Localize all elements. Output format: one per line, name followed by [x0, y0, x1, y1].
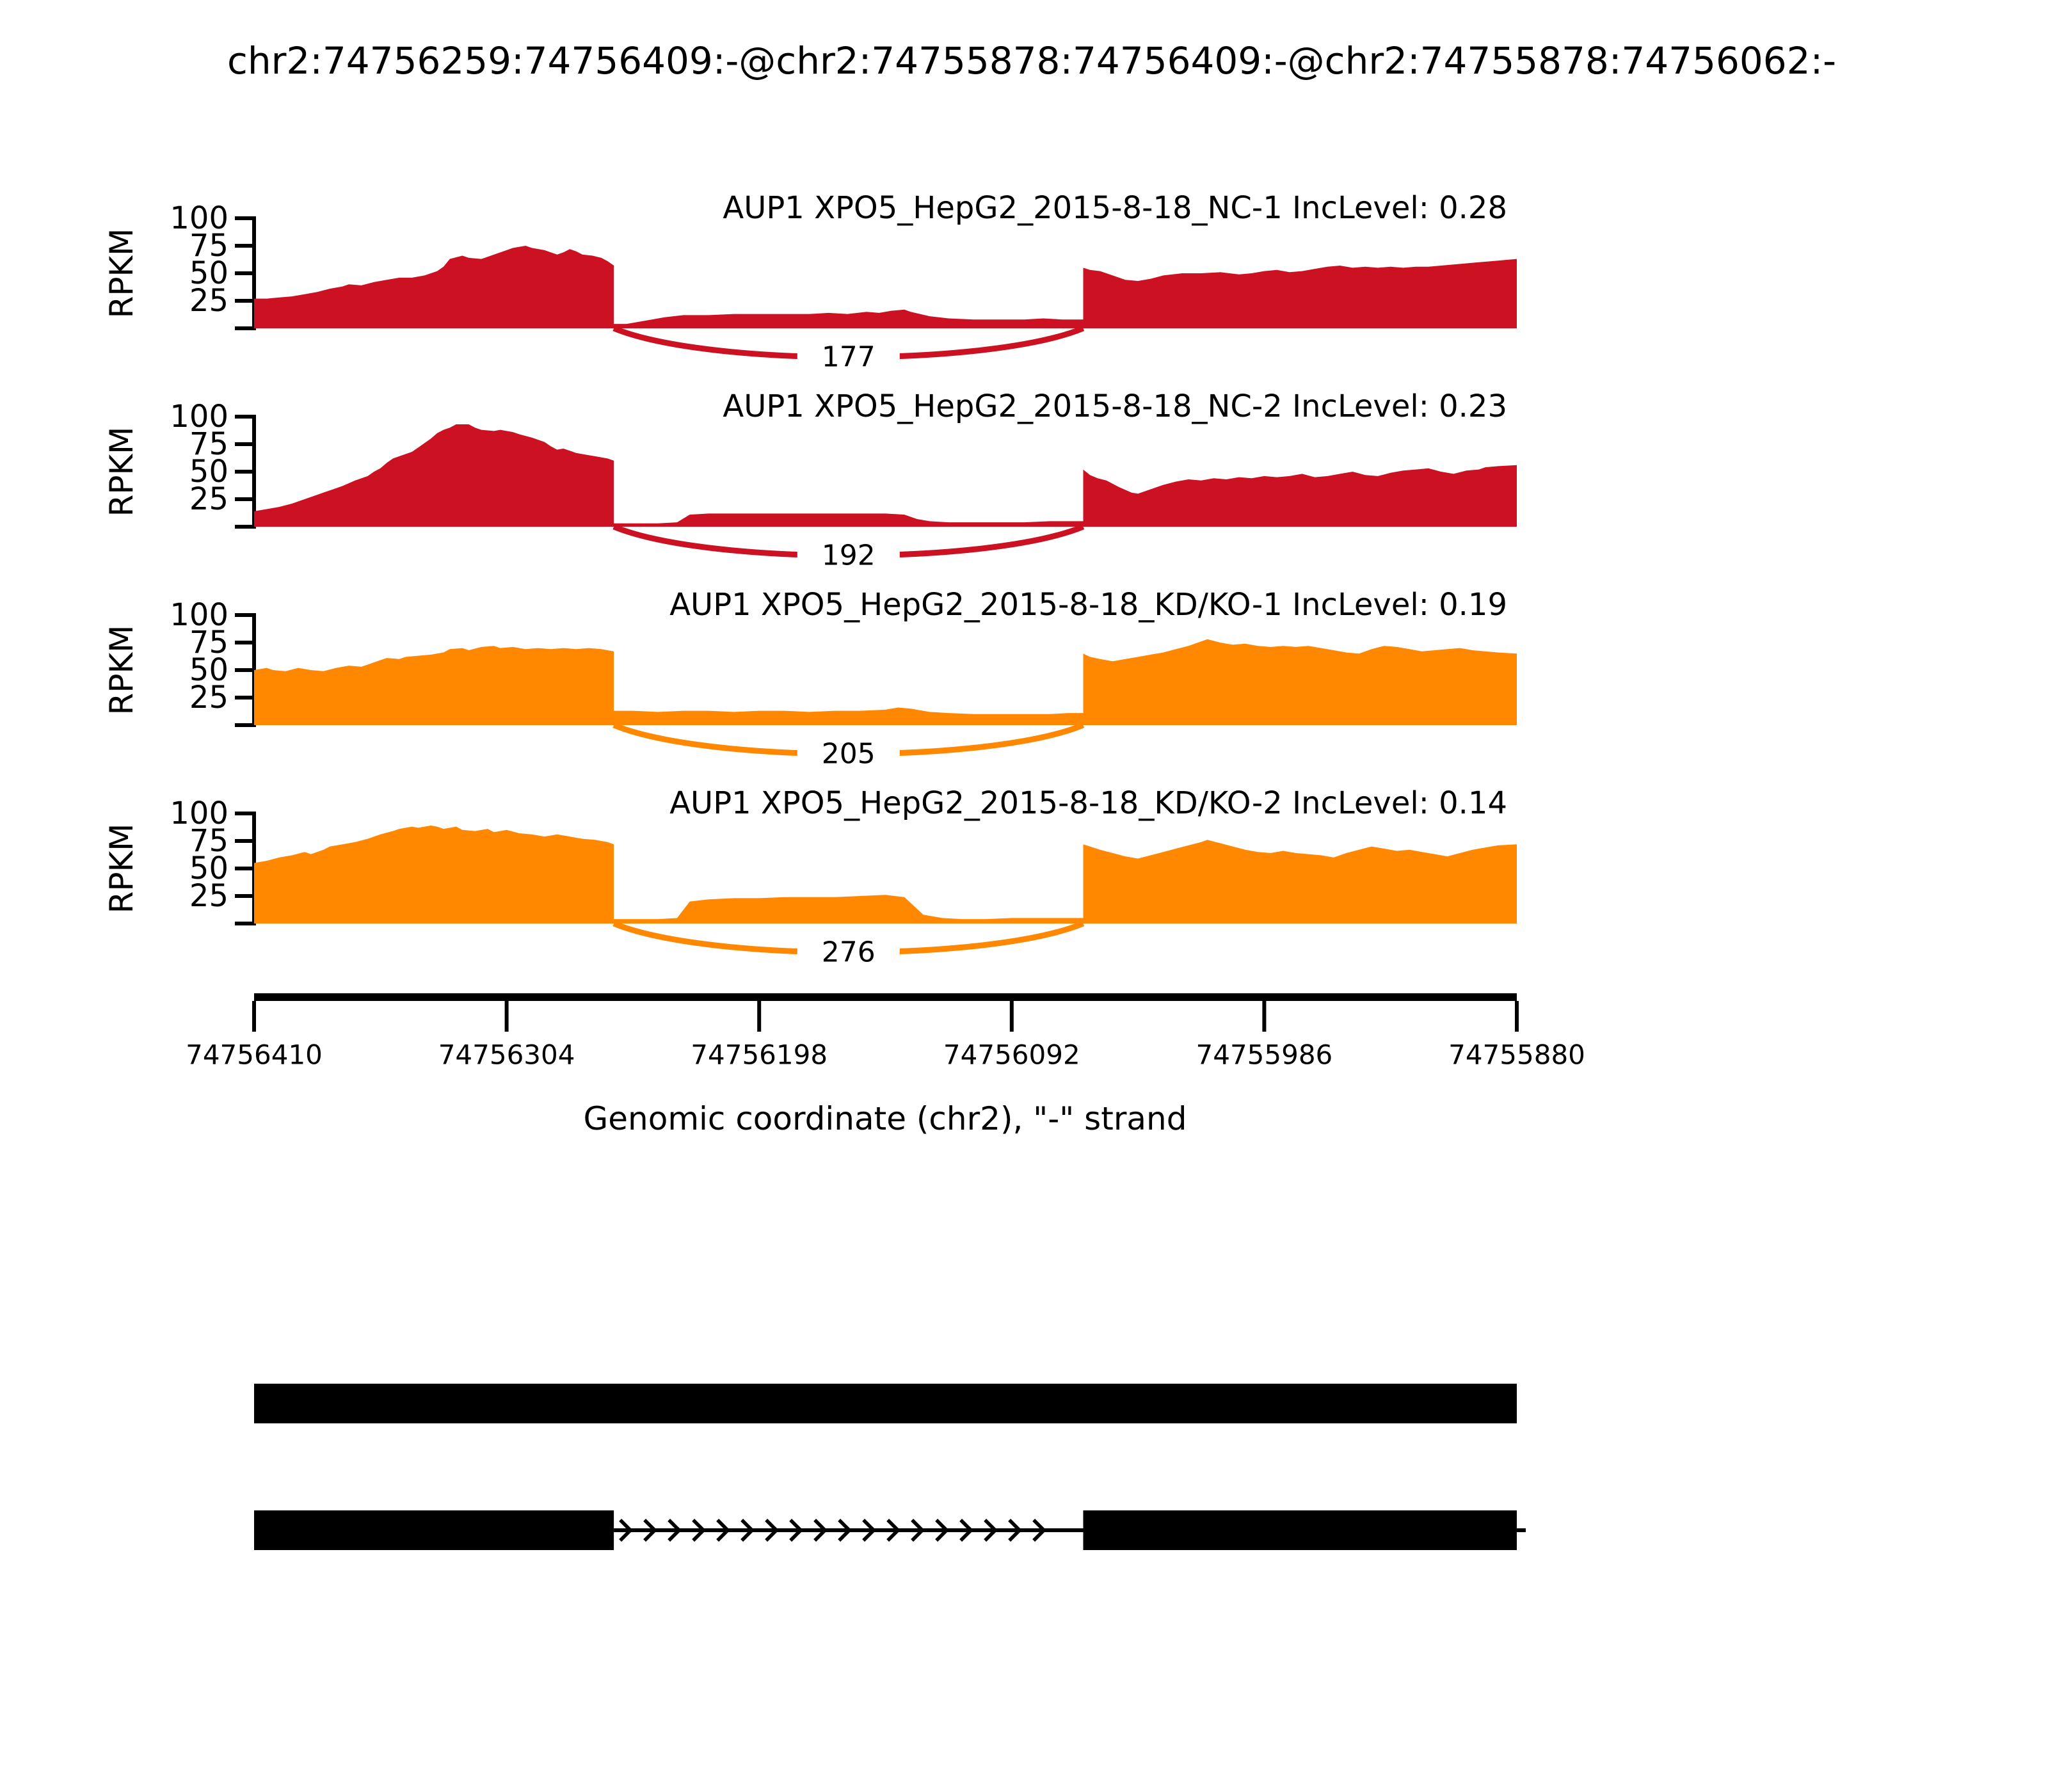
strand-direction-arrow-icon — [789, 1519, 804, 1542]
y-tick-label: 75 — [189, 228, 228, 264]
x-axis-title: Genomic coordinate (chr2), "-" strand — [584, 1100, 1187, 1137]
strand-direction-arrow-icon — [886, 1519, 901, 1542]
y-tick-label: 75 — [189, 823, 228, 859]
y-tick-label: 100 — [170, 200, 228, 236]
coverage-area — [254, 825, 1517, 924]
track-label: AUP1 XPO5_HepG2_2015-8-18_KD/KO-1 IncLev… — [669, 587, 1507, 623]
figure-title: chr2:74756259:74756409:-@chr2:74755878:7… — [227, 39, 1836, 83]
track-label: AUP1 XPO5_HepG2_2015-8-18_KD/KO-2 IncLev… — [669, 785, 1507, 821]
y-tick-label: 100 — [170, 796, 228, 831]
y-tick-label: 75 — [189, 426, 228, 462]
strand-direction-arrow-icon — [984, 1519, 998, 1542]
coverage-area — [254, 424, 1517, 527]
y-axis-label: RPKM — [103, 824, 140, 914]
y-tick-label: 25 — [189, 283, 228, 319]
y-tick-label: 100 — [170, 597, 228, 633]
y-tick-label: 50 — [189, 255, 228, 291]
junction-read-count: 177 — [822, 341, 876, 374]
y-tick-label: 50 — [189, 851, 228, 886]
strand-direction-arrow-icon — [813, 1519, 828, 1542]
junction-count-background — [797, 539, 900, 572]
strand-direction-arrow-icon — [619, 1519, 634, 1542]
track-label: AUP1 XPO5_HepG2_2015-8-18_NC-1 IncLevel:… — [723, 190, 1507, 226]
track-label: AUP1 XPO5_HepG2_2015-8-18_NC-2 IncLevel:… — [723, 388, 1507, 424]
strand-direction-arrow-icon — [1008, 1519, 1023, 1542]
junction-read-count: 205 — [822, 738, 876, 771]
junction-read-count: 276 — [822, 936, 876, 969]
junction-read-count: 192 — [822, 540, 876, 572]
strand-direction-arrow-icon — [716, 1519, 731, 1542]
y-tick-label: 50 — [189, 652, 228, 688]
y-tick-label: 25 — [189, 680, 228, 716]
x-tick-label: 74755880 — [1448, 1039, 1585, 1071]
y-tick-label: 100 — [170, 399, 228, 435]
y-axis-label: RPKM — [103, 625, 140, 716]
isoform-exon — [254, 1384, 1517, 1423]
y-tick-label: 25 — [189, 481, 228, 517]
isoform-exon — [254, 1510, 614, 1550]
strand-direction-arrow-icon — [692, 1519, 707, 1542]
x-tick-label: 74756198 — [691, 1039, 828, 1071]
coverage-area — [254, 639, 1517, 725]
isoform-1 — [254, 1384, 1517, 1423]
y-tick-label: 50 — [189, 454, 228, 490]
x-tick-label: 74755986 — [1196, 1039, 1333, 1071]
y-tick-label: 25 — [189, 878, 228, 914]
coverage-area — [254, 246, 1517, 328]
y-axis-label: RPKM — [103, 427, 140, 517]
x-tick-label: 74756304 — [438, 1039, 575, 1071]
strand-direction-arrow-icon — [740, 1519, 755, 1542]
junction-count-background — [797, 340, 900, 374]
junction-count-background — [797, 737, 900, 771]
isoform-2 — [254, 1510, 1526, 1550]
x-axis: Genomic coordinate (chr2), "-" strand 74… — [186, 993, 1585, 1137]
isoform-exon — [1083, 1510, 1517, 1550]
strand-direction-arrow-icon — [935, 1519, 950, 1542]
strand-direction-arrow-icon — [862, 1519, 877, 1542]
y-axis-label: RPKM — [103, 228, 140, 319]
y-tick-label: 75 — [189, 625, 228, 660]
x-tick-label: 74756410 — [186, 1039, 323, 1071]
strand-direction-arrow-icon — [765, 1519, 780, 1542]
strand-direction-arrow-icon — [1032, 1519, 1047, 1542]
strand-direction-arrow-icon — [643, 1519, 658, 1542]
gene-model — [254, 1384, 1526, 1550]
x-axis-bar — [254, 993, 1517, 1001]
strand-direction-arrow-icon — [959, 1519, 974, 1542]
x-tick-label: 74756092 — [943, 1039, 1080, 1071]
junction-count-background — [797, 936, 900, 969]
strand-direction-arrow-icon — [838, 1519, 852, 1542]
strand-direction-arrow-icon — [668, 1519, 682, 1542]
strand-direction-arrow-icon — [911, 1519, 925, 1542]
